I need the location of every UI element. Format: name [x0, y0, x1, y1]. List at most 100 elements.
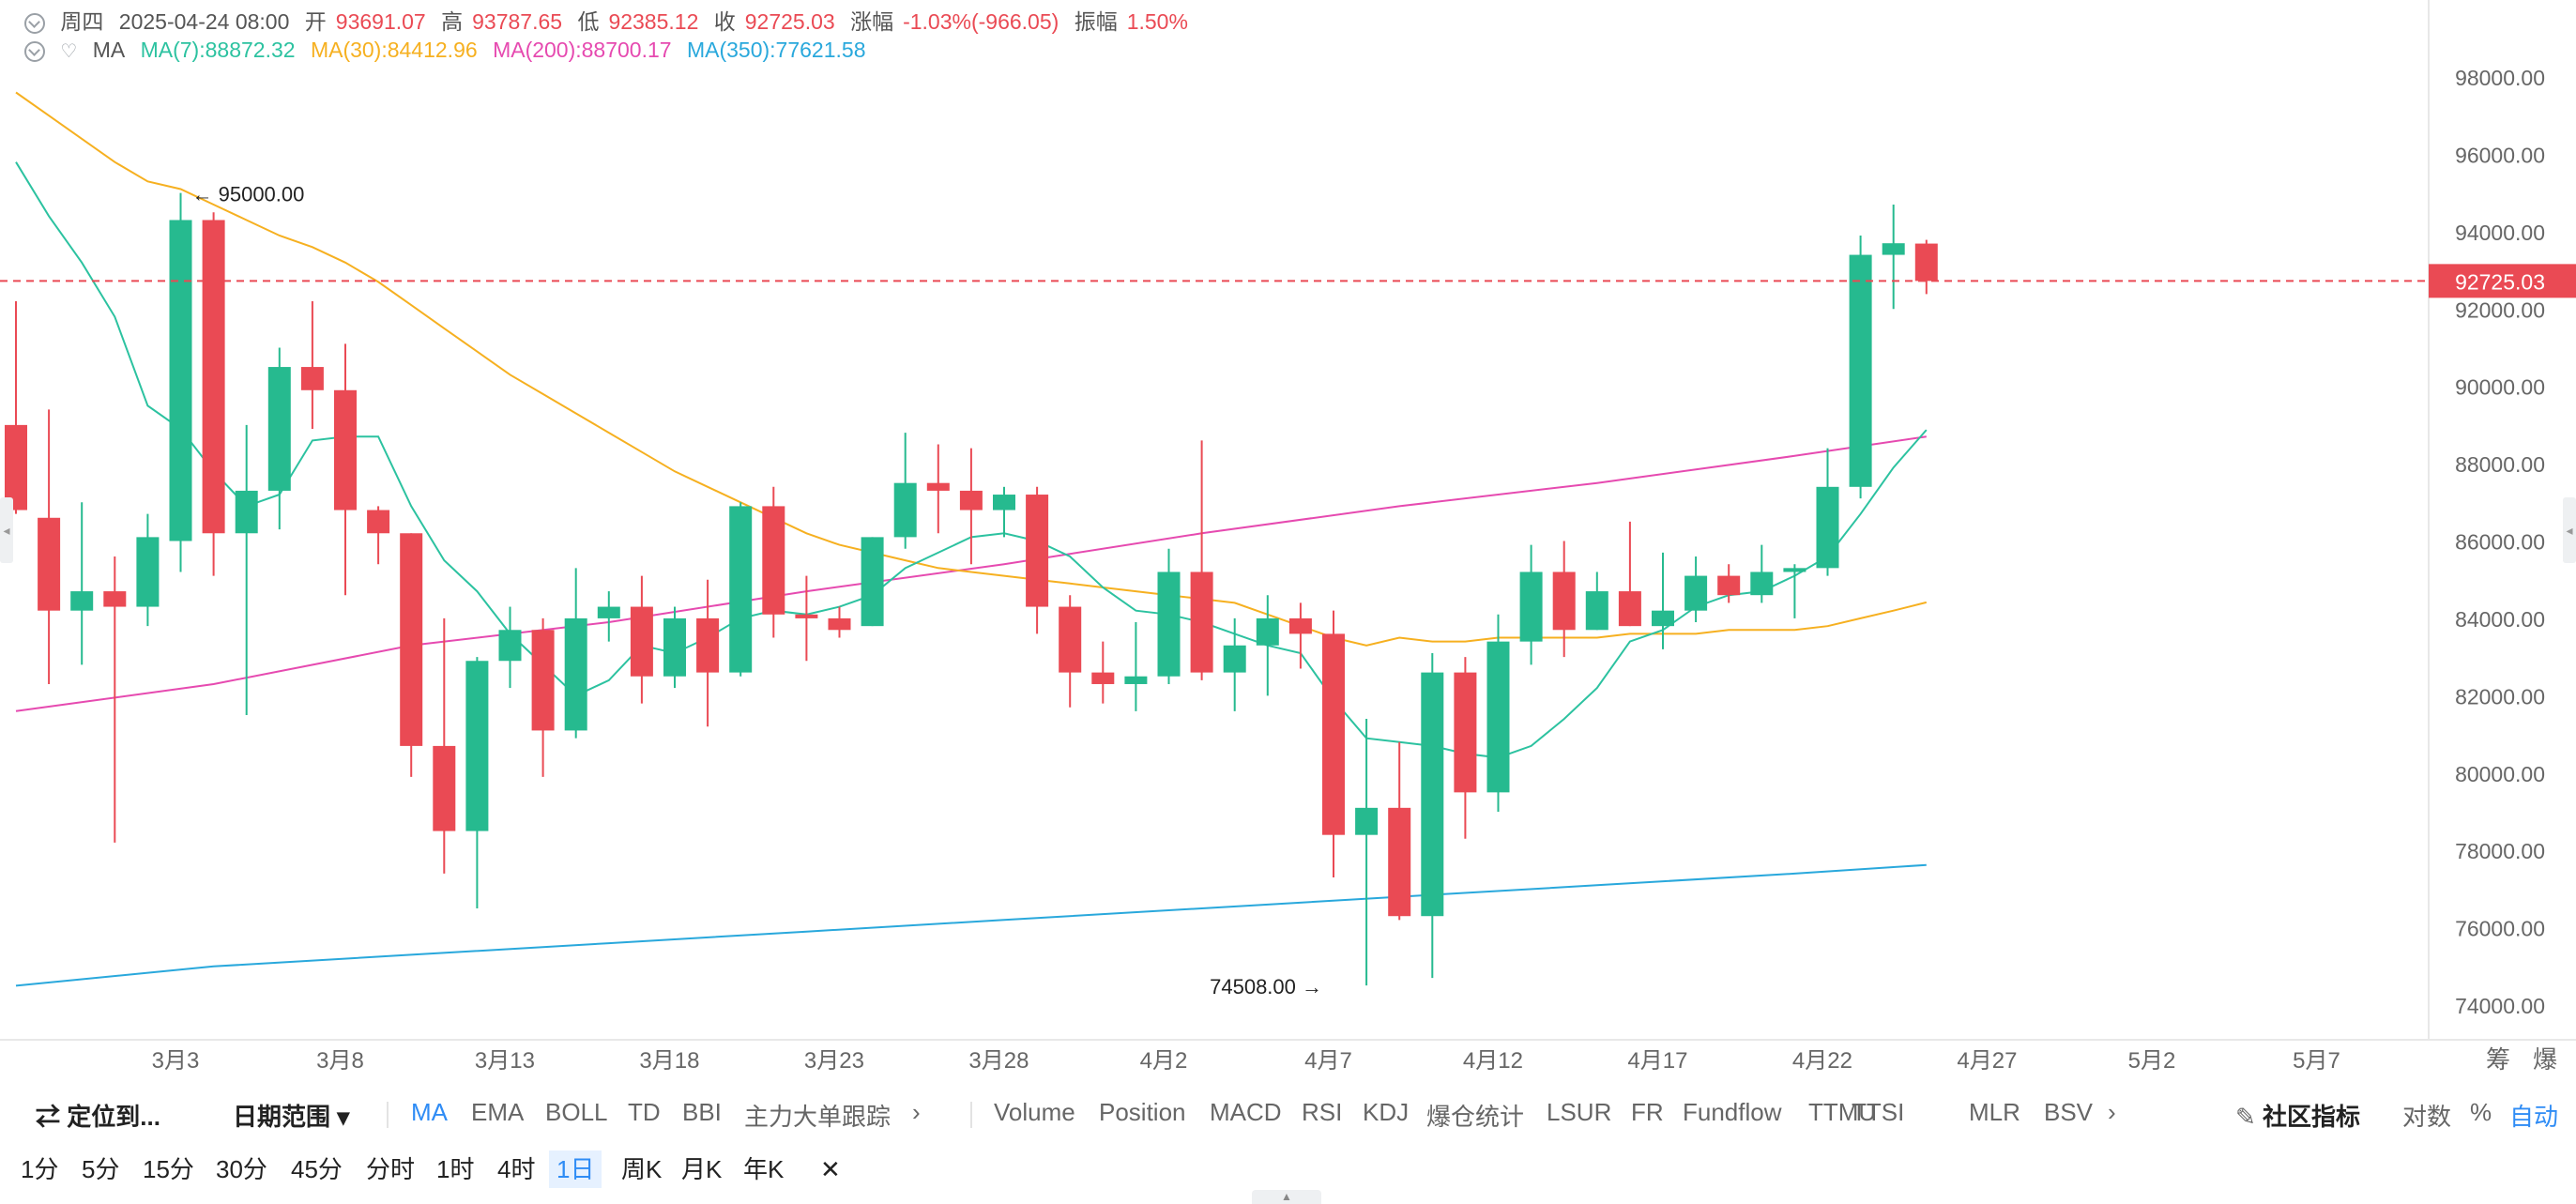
candle-up: [597, 606, 620, 618]
x-tick-label: 3月13: [475, 1048, 535, 1074]
chart-area[interactable]: 98000.00 96000.00 94000.00 92000.00 90000.00…: [0, 0, 2576, 1084]
bell-icon[interactable]: ♡: [60, 41, 78, 62]
candle-up: [564, 617, 587, 731]
y-tick-label: 82000.00: [2455, 684, 2545, 709]
sub-indicator-mlr[interactable]: MLR: [1969, 1098, 2020, 1126]
close-label: 收: [713, 9, 736, 34]
y-tick-label: 74000.00: [2455, 994, 2545, 1018]
info-datetime: 2025-04-24 08:00: [118, 9, 290, 34]
y-tick-label: 98000.00: [2455, 66, 2545, 90]
divider: [387, 1102, 389, 1128]
sub-indicator-rsi[interactable]: RSI: [1302, 1098, 1343, 1126]
indicator-bbi[interactable]: BBI: [682, 1098, 722, 1126]
candle-up: [1585, 591, 1608, 631]
ma350-legend: MA(350):77621.58: [686, 38, 866, 62]
candle-up: [267, 367, 291, 491]
period-toolbar: ✕ 1分 5分 15分 30分 45分 分时 1时 4时 1日 周K 月K 年K: [0, 1143, 2576, 1196]
ma200-line: [15, 435, 1927, 712]
current-price-label: 92725.03: [2455, 269, 2545, 294]
candle-down: [1454, 672, 1477, 793]
low-label: 低: [577, 9, 600, 34]
period-2[interactable]: 5分: [82, 1155, 120, 1183]
indicator-td[interactable]: TD: [628, 1098, 661, 1126]
candle-down: [5, 424, 27, 511]
locate-button[interactable]: ⇄ 定位到...: [36, 1098, 160, 1133]
sub-indicators-more-icon[interactable]: ›: [2108, 1098, 2116, 1126]
low-annotation: 74508.00 →: [1210, 975, 1322, 998]
candle-up: [1783, 568, 1806, 572]
candle-up: [1882, 243, 1905, 255]
candle-down: [103, 591, 127, 607]
date-range-button[interactable]: 日期范围 ▾: [233, 1098, 349, 1133]
candle-down: [1288, 617, 1312, 634]
candlestick-chart[interactable]: 98000.00 96000.00 94000.00 92000.00 90000.00…: [0, 0, 2576, 1084]
ma-legend-label[interactable]: MA: [92, 38, 126, 62]
high-value: 93787.65: [472, 9, 563, 34]
ma-legend: ♡ MA MA(7):88872.32 MA(30):84412.96 MA(2…: [24, 38, 875, 63]
candle-down: [795, 614, 818, 618]
sub-indicator-fr[interactable]: FR: [1631, 1098, 1664, 1126]
sub-indicator-volume[interactable]: Volume: [994, 1098, 1075, 1126]
divider: [970, 1102, 972, 1128]
y-tick-label: 84000.00: [2455, 607, 2545, 632]
candle-down: [202, 220, 225, 534]
indicator-ma[interactable]: MA: [411, 1098, 448, 1126]
candle-up: [465, 661, 489, 831]
collapse-toggle-icon[interactable]: [24, 12, 45, 34]
candle-down: [1717, 575, 1741, 596]
close-icon[interactable]: ✕: [820, 1155, 841, 1183]
indicator-ema[interactable]: EMA: [471, 1098, 525, 1126]
main-indicators-more-icon[interactable]: ›: [912, 1098, 921, 1126]
period-1[interactable]: 1分: [21, 1155, 59, 1183]
candle-down: [1059, 606, 1082, 673]
candle-up: [1355, 807, 1379, 835]
candle-down: [1388, 807, 1411, 917]
candle-up: [1256, 617, 1279, 646]
candle-up: [235, 490, 258, 534]
period-9[interactable]: 1日: [549, 1151, 602, 1188]
candle-down: [926, 482, 950, 491]
period-12[interactable]: 年K: [743, 1155, 785, 1183]
left-scroll-handle[interactable]: ◂: [0, 497, 13, 563]
sub-indicator-macd[interactable]: MACD: [1210, 1098, 1282, 1126]
sub-indicator-lsur[interactable]: LSUR: [1547, 1098, 1612, 1126]
period-8[interactable]: 4时: [497, 1155, 536, 1183]
period-5[interactable]: 45分: [291, 1155, 343, 1183]
amplitude-value: 1.50%: [1126, 9, 1188, 34]
x-tick-label: 4月27: [1957, 1048, 2017, 1074]
sub-indicator-position[interactable]: Position: [1099, 1098, 1186, 1126]
sub-indicator-爆仓统计[interactable]: 爆仓统计: [1426, 1103, 1525, 1131]
sub-indicator-ttsi[interactable]: TTSI: [1852, 1098, 1905, 1126]
period-10[interactable]: 周K: [621, 1155, 663, 1183]
period-3[interactable]: 15分: [143, 1155, 194, 1183]
y-tick-label: 92000.00: [2455, 297, 2545, 322]
candle-down: [1914, 243, 1938, 282]
ma350-line: [15, 863, 1927, 987]
x-tick-label: 5月2: [2128, 1048, 2176, 1074]
x-tick-label: 4月7: [1304, 1048, 1352, 1074]
period-6[interactable]: 分时: [366, 1155, 416, 1183]
indicator-toolbar: ⇄ 定位到... 日期范围 ▾ › › ✎ 社区指标 对数 % 自动 MA EMA…: [0, 1089, 2576, 1141]
sub-indicator-ttmu[interactable]: TTMU: [1808, 1098, 1877, 1126]
axis-corner-label: 爆: [2533, 1045, 2557, 1074]
period-7[interactable]: 1时: [436, 1155, 475, 1183]
panel-resize-handle[interactable]: ▲: [1252, 1190, 1321, 1204]
candle-up: [169, 220, 192, 541]
x-tick-label: 3月23: [804, 1048, 864, 1074]
right-scroll-handle[interactable]: ◂: [2563, 497, 2576, 563]
x-tick-label: 4月17: [1627, 1048, 1687, 1074]
community-indicators-button[interactable]: ✎ 社区指标: [2235, 1098, 2360, 1133]
ma-collapse-toggle-icon[interactable]: [24, 40, 45, 62]
sub-indicator-fundflow[interactable]: Fundflow: [1683, 1098, 1782, 1126]
log-scale-toggle[interactable]: 对数: [2402, 1103, 2452, 1131]
period-11[interactable]: 月K: [681, 1155, 723, 1183]
x-tick-label: 4月22: [1792, 1048, 1852, 1074]
sub-indicator-kdj[interactable]: KDJ: [1363, 1098, 1410, 1126]
indicator-主力大单跟踪[interactable]: 主力大单跟踪: [744, 1103, 892, 1131]
percent-scale-toggle[interactable]: %: [2470, 1098, 2492, 1126]
auto-scale-toggle[interactable]: 自动: [2509, 1103, 2559, 1131]
period-4[interactable]: 30分: [216, 1155, 267, 1183]
sub-indicator-bsv[interactable]: BSV: [2044, 1098, 2094, 1126]
indicator-boll[interactable]: BOLL: [545, 1098, 608, 1126]
x-tick-label: 4月12: [1463, 1048, 1523, 1074]
